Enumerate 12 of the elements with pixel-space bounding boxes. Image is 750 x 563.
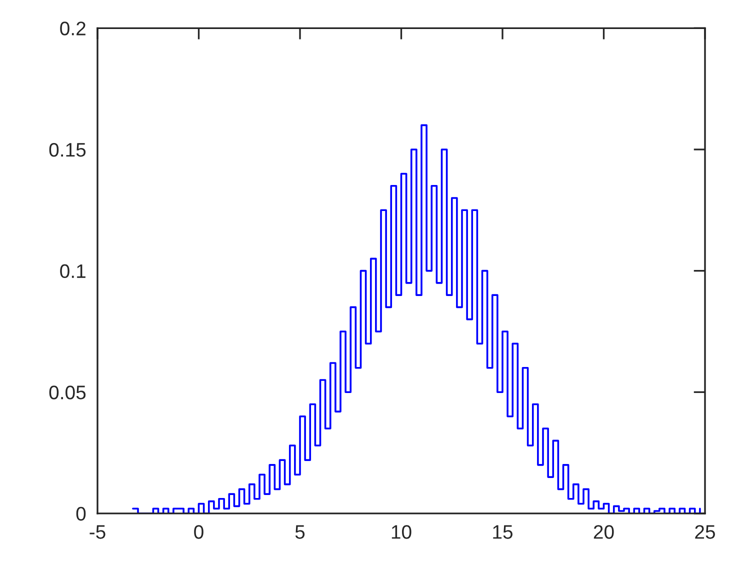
- y-tick-label: 0.1: [60, 264, 86, 278]
- y-tick-label: 0: [76, 506, 86, 521]
- x-tick-label: 10: [392, 525, 412, 539]
- x-tick-label: 20: [594, 525, 614, 539]
- x-tick-label: 15: [493, 525, 512, 539]
- y-tick-label: 0.05: [49, 386, 86, 400]
- x-tick-label: 5: [295, 525, 305, 539]
- x-tick-label: 0: [194, 525, 204, 539]
- y-tick-label: 0.15: [49, 142, 86, 157]
- x-tick-label: -5: [90, 525, 106, 539]
- y-tick-label: 0.2: [60, 22, 86, 36]
- x-tick-label: 25: [695, 525, 715, 539]
